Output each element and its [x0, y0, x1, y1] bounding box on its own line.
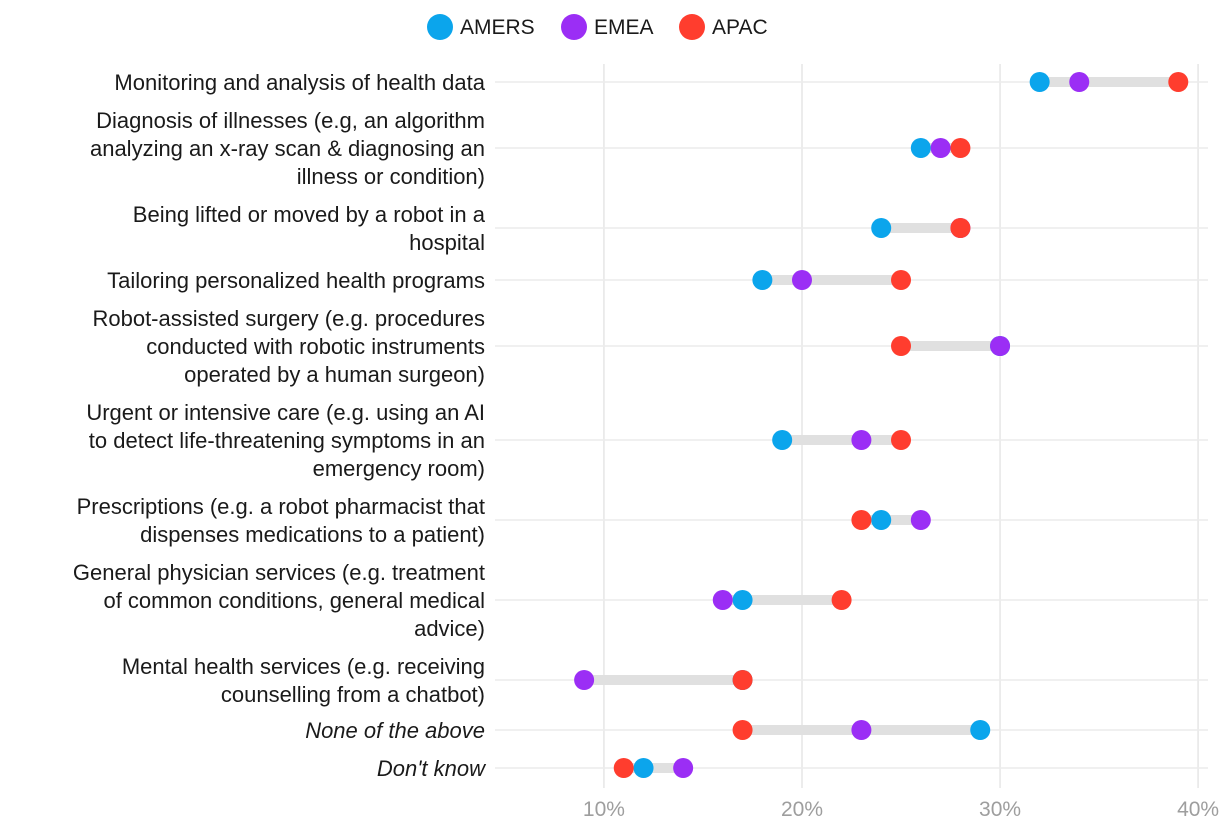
dot-apac-5 [891, 430, 912, 450]
dot-amers-7 [732, 590, 753, 610]
dot-apac-7 [831, 590, 852, 610]
category-label-3: Tailoring personalized health programs [107, 268, 485, 293]
dot-emea-10 [673, 758, 694, 778]
dot-amers-0 [1029, 72, 1050, 92]
category-label-8: Mental health services (e.g. receiving co… [122, 654, 485, 707]
dot-emea-8 [574, 670, 595, 690]
category-label-line: Monitoring and analysis of health data [114, 70, 485, 95]
dot-emea-3 [791, 270, 812, 290]
category-label-line: counselling from a chatbot) [221, 682, 485, 707]
legend-item-emea: EMEA [561, 14, 654, 40]
category-label-line: advice) [414, 616, 485, 641]
category-label-4: Robot-assisted surgery (e.g. procedures c… [92, 306, 485, 387]
dot-apac-8 [732, 670, 753, 690]
x-tick-label-30: 30% [979, 798, 1021, 821]
dot-emea-5 [851, 430, 872, 450]
legend-label-emea: EMEA [594, 16, 654, 39]
dot-amers-6 [871, 510, 892, 530]
dot-apac-4 [891, 336, 912, 356]
x-tick-label-20: 20% [781, 798, 823, 821]
category-label-line: None of the above [305, 718, 485, 743]
category-label-5: Urgent or intensive care (e.g. using an … [86, 400, 485, 481]
dot-apac-3 [891, 270, 912, 290]
category-label-line: operated by a human surgeon) [184, 362, 485, 387]
dot-apac-6 [851, 510, 872, 530]
category-label-line: dispenses medications to a patient) [140, 522, 485, 547]
category-label-line: Diagnosis of illnesses (e.g, an algorith… [96, 108, 485, 133]
category-label-0: Monitoring and analysis of health data [114, 70, 485, 95]
category-label-line: Robot-assisted surgery (e.g. procedures [92, 306, 485, 331]
dot-apac-2 [950, 218, 971, 238]
dot-emea-6 [910, 510, 931, 530]
data-points [574, 72, 1189, 778]
dot-emea-1 [930, 138, 951, 158]
legend-label-amers: AMERS [460, 16, 535, 39]
category-label-line: Urgent or intensive care (e.g. using an … [86, 400, 485, 425]
legend-marker-amers [427, 14, 453, 40]
category-label-line: hospital [409, 230, 485, 255]
legend-item-amers: AMERS [427, 14, 535, 40]
category-label-line: illness or condition) [297, 164, 485, 189]
dot-emea-9 [851, 720, 872, 740]
category-label-line: Don't know [377, 756, 487, 781]
category-label-7: General physician services (e.g. treatme… [73, 560, 485, 641]
category-label-line: General physician services (e.g. treatme… [73, 560, 485, 585]
dot-emea-0 [1069, 72, 1090, 92]
dot-amers-3 [752, 270, 773, 290]
dot-amers-9 [970, 720, 991, 740]
dot-emea-4 [990, 336, 1011, 356]
dot-apac-1 [950, 138, 971, 158]
dot-amers-5 [772, 430, 793, 450]
dot-apac-0 [1168, 72, 1189, 92]
category-label-9: None of the above [305, 718, 485, 743]
category-label-line: Tailoring personalized health programs [107, 268, 485, 293]
dot-amers-2 [871, 218, 892, 238]
category-label-10: Don't know [377, 756, 487, 781]
category-labels: Monitoring and analysis of health data Di… [73, 70, 487, 781]
dot-emea-7 [712, 590, 733, 610]
x-tick-label-10: 10% [583, 798, 625, 821]
category-label-2: Being lifted or moved by a robot in a hos… [133, 202, 486, 255]
x-axis-ticks: 10% 20% 30% 40% [583, 798, 1219, 821]
legend-marker-apac [679, 14, 705, 40]
category-label-line: of common conditions, general medical [103, 588, 485, 613]
dot-amers-1 [910, 138, 931, 158]
legend: AMERS EMEA APAC [427, 14, 768, 40]
category-label-line: Mental health services (e.g. receiving [122, 654, 485, 679]
category-label-line: emergency room) [313, 456, 485, 481]
dot-apac-10 [613, 758, 634, 778]
category-label-1: Diagnosis of illnesses (e.g, an algorith… [90, 108, 485, 189]
category-label-line: conducted with robotic instruments [146, 334, 485, 359]
category-label-line: Prescriptions (e.g. a robot pharmacist t… [77, 494, 485, 519]
legend-item-apac: APAC [679, 14, 768, 40]
legend-label-apac: APAC [712, 16, 768, 39]
dot-apac-9 [732, 720, 753, 740]
x-tick-label-40: 40% [1177, 798, 1219, 821]
category-label-line: analyzing an x-ray scan & diagnosing an [90, 136, 485, 161]
category-label-line: Being lifted or moved by a robot in a [133, 202, 486, 227]
range-bars [584, 77, 1179, 773]
category-label-line: to detect life-threatening symptoms in a… [89, 428, 485, 453]
category-label-6: Prescriptions (e.g. a robot pharmacist t… [77, 494, 485, 547]
legend-marker-emea [561, 14, 587, 40]
dot-amers-10 [633, 758, 654, 778]
